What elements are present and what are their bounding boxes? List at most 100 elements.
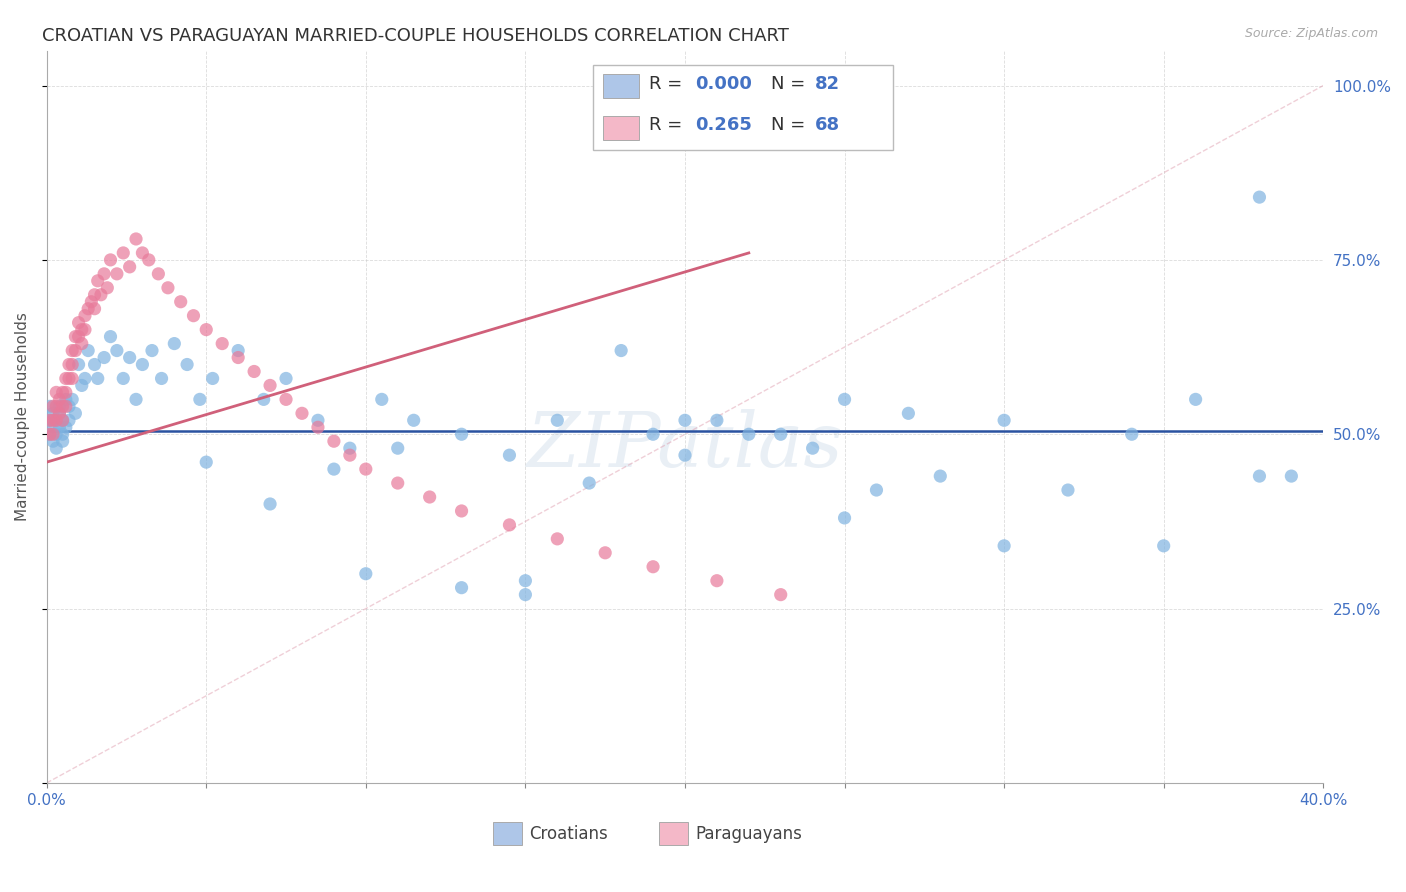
- Point: [195, 323, 218, 337]
- Point: [45, 385, 67, 400]
- Point: [60, 371, 83, 385]
- Point: [73, 371, 96, 385]
- Point: [387, 476, 409, 491]
- Point: [45, 413, 67, 427]
- Point: [73, 309, 96, 323]
- Text: R =: R =: [650, 75, 688, 93]
- Point: [188, 392, 211, 407]
- Point: [45, 413, 67, 427]
- Point: [865, 483, 887, 497]
- Point: [70, 336, 93, 351]
- FancyBboxPatch shape: [494, 822, 522, 846]
- Point: [156, 281, 179, 295]
- Point: [93, 351, 115, 365]
- Point: [96, 281, 118, 295]
- Text: CROATIAN VS PARAGUAYAN MARRIED-COUPLE HOUSEHOLDS CORRELATION CHART: CROATIAN VS PARAGUAYAN MARRIED-COUPLE HO…: [42, 27, 789, 45]
- Text: R =: R =: [650, 117, 688, 135]
- Point: [546, 413, 568, 427]
- Point: [67, 316, 90, 330]
- Point: [55, 420, 77, 434]
- Y-axis label: Married-couple Households: Married-couple Households: [15, 312, 30, 521]
- Point: [673, 448, 696, 462]
- Point: [118, 260, 141, 274]
- Point: [52, 427, 75, 442]
- Point: [65, 343, 87, 358]
- Point: [339, 441, 361, 455]
- Point: [42, 434, 65, 449]
- Point: [87, 274, 110, 288]
- Point: [450, 427, 472, 442]
- Point: [259, 378, 281, 392]
- Point: [195, 455, 218, 469]
- Text: Paraguayans: Paraguayans: [695, 825, 801, 843]
- Point: [706, 574, 728, 588]
- Point: [45, 441, 67, 455]
- Point: [55, 385, 77, 400]
- Point: [112, 246, 135, 260]
- Point: [38, 400, 60, 414]
- Point: [274, 392, 297, 407]
- Point: [498, 517, 520, 532]
- Point: [45, 427, 67, 442]
- Point: [93, 267, 115, 281]
- Text: 0.000: 0.000: [695, 75, 752, 93]
- Point: [515, 588, 537, 602]
- FancyBboxPatch shape: [593, 65, 893, 150]
- Point: [38, 427, 60, 442]
- Point: [52, 434, 75, 449]
- Point: [450, 581, 472, 595]
- Point: [578, 476, 600, 491]
- Point: [42, 400, 65, 414]
- Point: [274, 371, 297, 385]
- Point: [1121, 427, 1143, 442]
- Point: [60, 392, 83, 407]
- Point: [42, 427, 65, 442]
- Point: [1153, 539, 1175, 553]
- Point: [125, 392, 148, 407]
- Point: [38, 413, 60, 427]
- Point: [546, 532, 568, 546]
- Point: [90, 287, 112, 301]
- Point: [42, 406, 65, 420]
- Point: [387, 441, 409, 455]
- Point: [70, 323, 93, 337]
- Point: [118, 351, 141, 365]
- Point: [183, 309, 205, 323]
- Point: [83, 301, 105, 316]
- Point: [176, 358, 198, 372]
- Point: [52, 385, 75, 400]
- Point: [402, 413, 425, 427]
- Point: [83, 287, 105, 301]
- Point: [112, 371, 135, 385]
- Point: [58, 400, 80, 414]
- Text: ZIPatlas: ZIPatlas: [527, 409, 844, 483]
- Point: [100, 252, 122, 267]
- Text: 68: 68: [815, 117, 841, 135]
- Point: [307, 420, 329, 434]
- Point: [498, 448, 520, 462]
- Point: [339, 448, 361, 462]
- Text: Source: ZipAtlas.com: Source: ZipAtlas.com: [1244, 27, 1378, 40]
- Point: [105, 343, 128, 358]
- Point: [243, 364, 266, 378]
- FancyBboxPatch shape: [603, 116, 638, 140]
- FancyBboxPatch shape: [659, 822, 688, 846]
- Point: [38, 427, 60, 442]
- Text: N =: N =: [770, 75, 810, 93]
- Point: [105, 267, 128, 281]
- Point: [170, 294, 193, 309]
- Point: [593, 546, 616, 560]
- Point: [58, 371, 80, 385]
- Point: [211, 336, 233, 351]
- Point: [354, 462, 377, 476]
- Point: [52, 413, 75, 427]
- Point: [259, 497, 281, 511]
- Point: [80, 294, 103, 309]
- Point: [138, 252, 160, 267]
- Point: [1184, 392, 1206, 407]
- Point: [201, 371, 224, 385]
- Point: [42, 420, 65, 434]
- Point: [77, 301, 100, 316]
- Point: [706, 413, 728, 427]
- Point: [834, 392, 856, 407]
